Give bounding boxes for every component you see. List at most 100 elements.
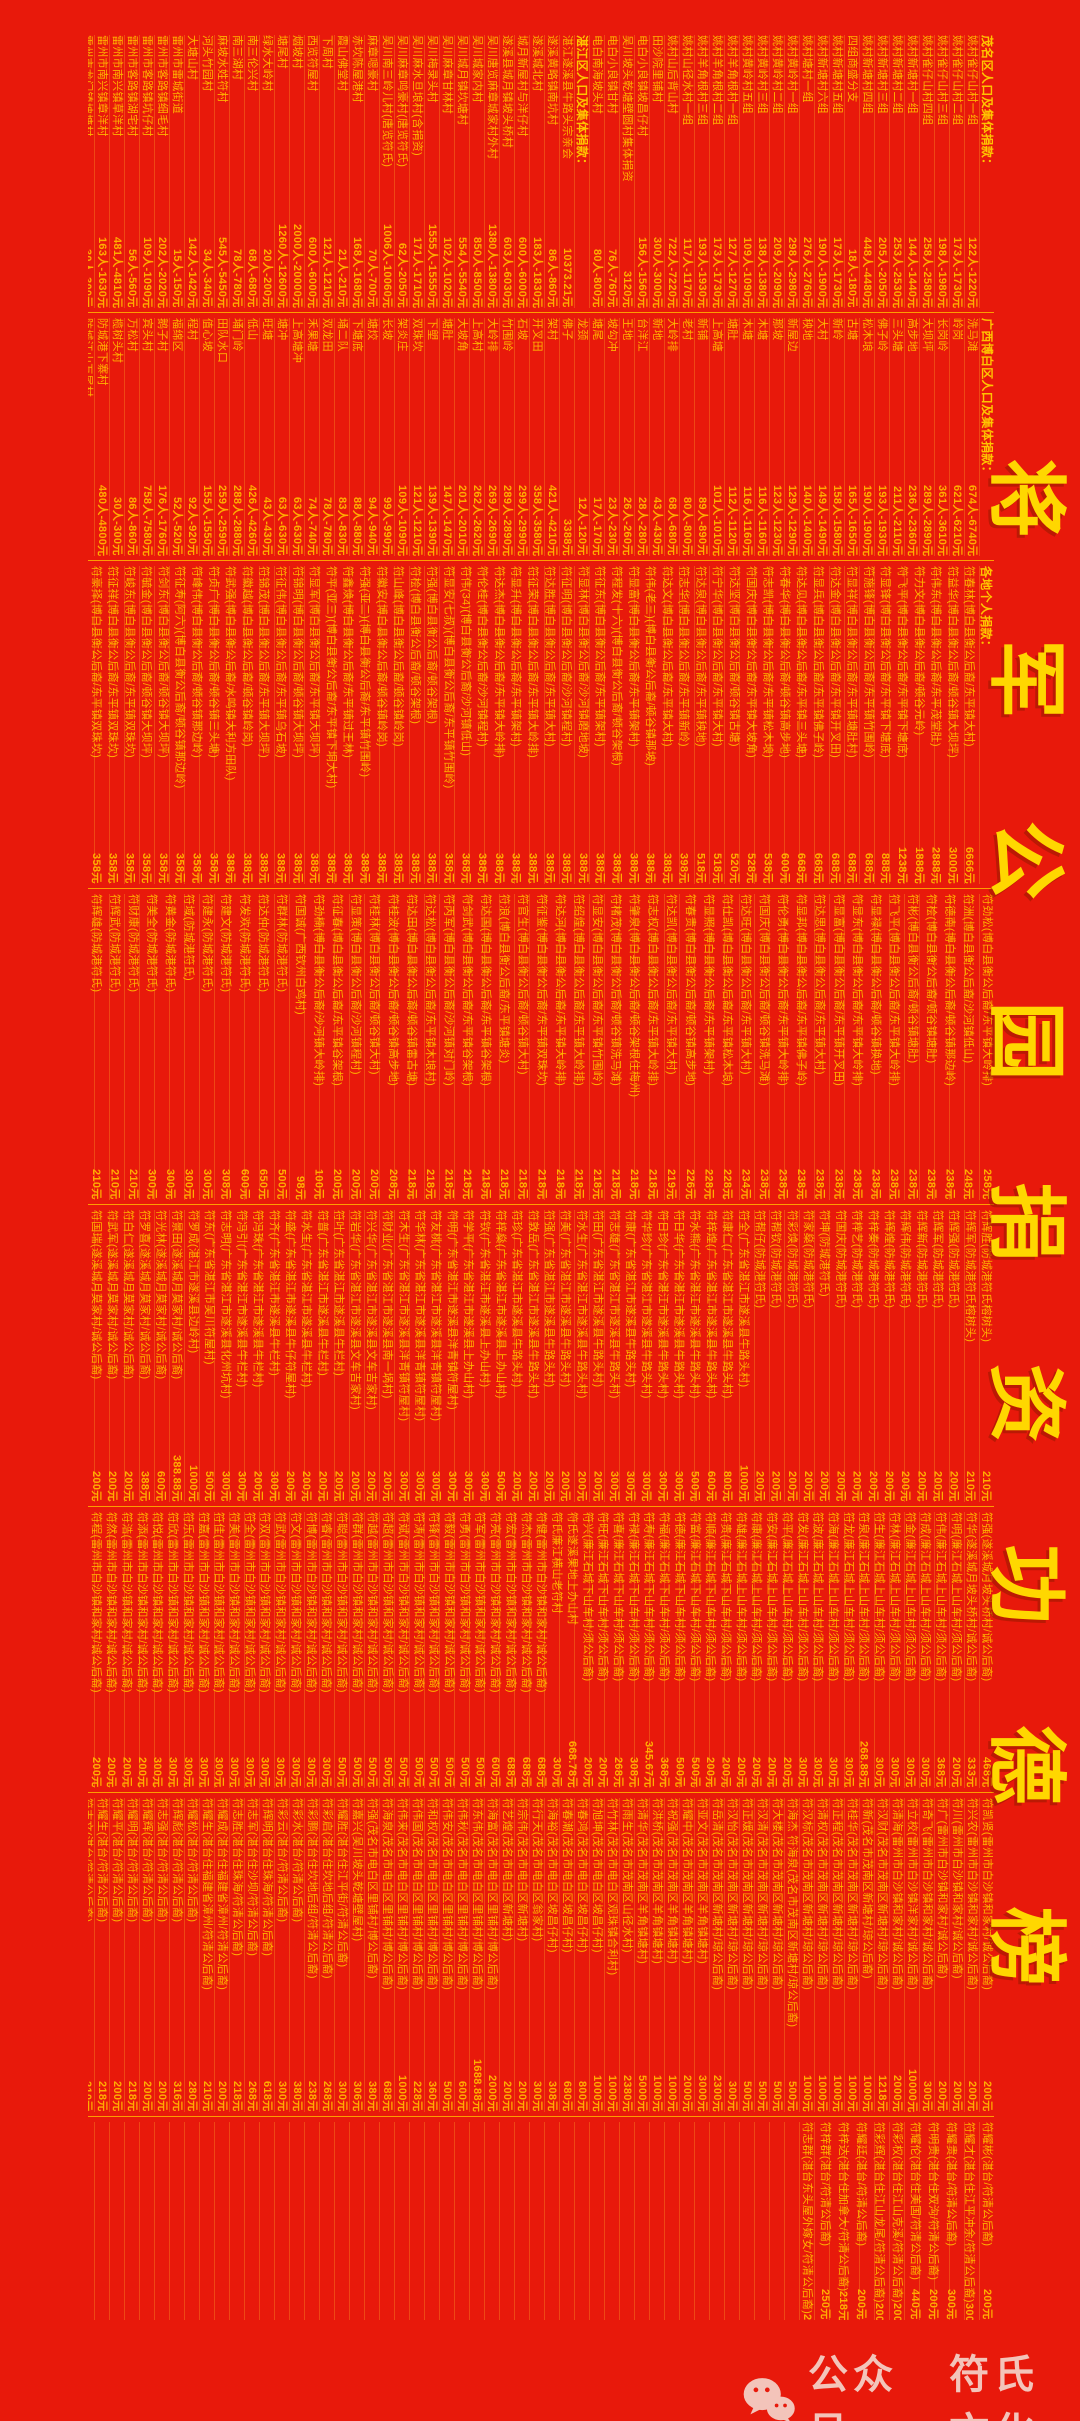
donor-column: 宾头村 758人-7580元 <box>139 318 154 556</box>
donor-column: 符梓秦(防城港符氏) 200元 <box>865 1210 880 1502</box>
donor-column: 符达泉(博白县衡公后裔/东平镇秧地) 518元 <box>693 566 708 884</box>
donor-name: 符伦桂(博白县衡公后裔/沙河镇程村) <box>476 566 489 747</box>
donor-column: 符清海(雷州市白沙镇和家村/诚公后裔) 2000元 <box>889 1798 904 2112</box>
donor-name: 架村 <box>545 318 558 341</box>
donation-amount: 1888元 <box>912 847 925 884</box>
donation-amount: 345.67元 <box>642 1741 655 1788</box>
donation-amount: 388元 <box>408 853 421 884</box>
donor-column: 符广(雷州市白沙镇和家村/诚公后裔) 200元 <box>934 1798 949 2112</box>
donor-name: 符达田(博白县衡公后裔/顿谷镇雷古塘) <box>405 894 418 1087</box>
donor-name: 符寿(廉江石城下山车村/须公后裔) <box>642 1512 655 1682</box>
donor-column: 符叶(广东省湛江市遂溪县牛栏村) 200元 <box>331 1210 346 1502</box>
donor-name: 符耀胜(湛台住江平街/符清公后裔) <box>335 1798 348 1968</box>
donor-name: 绿水大岭村 <box>260 35 273 92</box>
donor-name: 双龙田 <box>320 318 333 352</box>
donor-name: 符家燊(防城港符氏) <box>802 1210 814 1309</box>
donor-column: 上高村 262人-2620元 <box>469 318 484 556</box>
donor-column: 符水熊(广东省湛江市遂溪县牛路头村) 500元 <box>687 1210 702 1502</box>
donor-name: 符汉财(茂名市茂南区新塘村/琼公后裔) <box>875 1798 888 1991</box>
donor-name: 下塱 <box>425 318 438 341</box>
donation-amount: 300元 <box>197 1757 210 1788</box>
donation-amount: 308元 <box>545 2081 558 2112</box>
donor-column: 符桧(博白县衡公后裔/顿谷架根) 388元 <box>407 566 422 884</box>
donation-amount: 500元 <box>688 1471 701 1502</box>
donation-amount: 94人-940元 <box>365 497 378 556</box>
donor-column: 符强(博白县衡公后裔/顿谷架根) 388元 <box>424 566 439 884</box>
donation-amount: 1000元 <box>395 2075 408 2112</box>
donor-column: 符达田(博白县衡公后裔/顿谷镇雷古塘) 218元 <box>404 894 419 1200</box>
donation-amount: 34人-340元 <box>200 249 213 308</box>
donation-amount: 300元 <box>145 1169 158 1200</box>
donation-amount: 200元 <box>500 2081 513 2112</box>
donation-amount: 200元 <box>780 1757 793 1788</box>
donor-name: 符征鉴(博白县衡公后裔/东平镇双珠坎) <box>535 894 548 1087</box>
donor-name: 符达凯(博白县衡公后裔/东平镇大村) <box>665 894 678 1075</box>
donation-band: 各地个人捐款： 符春林(博白县衡公后裔/东平镇大村) 6666元 符益华(博白县衡公后… <box>88 566 994 884</box>
donor-column: 符寿(廉江石城下山车村/须公后裔) 345.67元 <box>641 1512 656 1788</box>
donor-column: 符辉军(防城港符氏) 200元 <box>930 1210 945 1502</box>
donation-amount: 109人-1090元 <box>740 236 753 309</box>
band-separator-line <box>88 1204 994 1205</box>
donor-column: 符明(廉江石城上山车村/须公后裔) 200元 <box>948 1512 963 1788</box>
donation-amount: 500元 <box>458 1757 471 1788</box>
donation-amount: 1000元 <box>590 2075 603 2112</box>
donor-column: 符程(雷州市白沙镇和家村/诚公后裔) 200元 <box>88 1512 103 1788</box>
donor-name: 符奇飞(雷州市白沙镇和家村/诚公后裔) <box>920 1798 933 1991</box>
donation-amount: 202人-2020元 <box>155 236 168 309</box>
donor-name: 木塘 <box>755 318 768 341</box>
donor-column: 符达旺(博白县衡公后裔/东平镇大村) 234元 <box>738 894 753 1200</box>
donation-amount: 358元 <box>106 853 119 884</box>
donor-name: 符辉伟(防城港符氏) <box>899 1210 912 1309</box>
donor-column: 姚村羊角根村三组 193人-1930元 <box>694 35 709 308</box>
donor-name: 符绍煌(博白县衡公后裔/东平镇大岭排) <box>572 894 585 1087</box>
donor-column: 旺塘 43人-430元 <box>259 318 274 556</box>
donor-name: 麻坡水姓符村 <box>215 35 228 103</box>
donation-amount: 688元 <box>504 1757 517 1788</box>
donor-name: 下塘底 <box>350 318 363 352</box>
donor-name: 符耀伦(湛台住美国/符清公后裔) <box>908 2122 921 2281</box>
donation-amount: 300元 <box>530 2081 543 2112</box>
donor-column: 符越(雷州市白沙镇和家村/诚公后裔) 500元 <box>364 1512 379 1788</box>
donation-amount: 300元 <box>640 1471 653 1502</box>
donor-name: 符伟(廉江石城上山车村/须公后裔) <box>934 1512 947 1682</box>
donation-amount: 238元 <box>869 1169 882 1200</box>
donation-amount: 1000元 <box>815 2075 828 2112</box>
donation-amount: 440元 <box>908 2289 921 2320</box>
donor-name: 符康(广东省湛江市遂溪县牛路头村) <box>623 1210 636 1388</box>
donor-name: 符旺(廉江石城下山车村/须公后裔) <box>596 1512 609 1682</box>
donor-name: 符征寿(阿六)(博白县衡公后裔/顿谷镇那边岭) <box>173 566 186 789</box>
donor-column: 符显策(博白县衡公后裔/沙河镇程村) 200元 <box>348 894 363 1200</box>
donor-name: 符伟来(茂名市电白区里铺村/博公后裔) <box>395 1798 408 1991</box>
donor-column: 符旭坤(茂名市电白区坡昌仔村) 1000元 <box>589 1798 604 2112</box>
donor-name: 防城港下寨村 <box>95 318 108 386</box>
donation-amount: 388元 <box>509 853 522 884</box>
donor-name: 符国庆(防城港符氏) <box>834 1210 847 1309</box>
donation-amount: 388元 <box>358 853 371 884</box>
donation-amount: 163人-1630元 <box>95 236 108 309</box>
donation-amount: 3120元 <box>620 271 633 308</box>
donor-name: 符梓秦(防城港符氏) <box>866 1210 879 1309</box>
donor-column: 符艺煌(茂名市电白区新塘村) 200元 <box>499 1798 514 2112</box>
donor-column: 塘肚 112人-1120元 <box>724 318 739 556</box>
donor-name: 符桂波(博白县衡公后裔/顿谷镇高步地) <box>386 894 399 1087</box>
donor-name: 姚村山后背山村 <box>665 35 678 115</box>
donation-amount: 218元 <box>230 2081 243 2112</box>
donation-amount: 200元 <box>802 1471 814 1502</box>
donor-name: 符禄(廉江石城下山车村/须公后裔) <box>627 1512 640 1682</box>
donation-amount: 218元 <box>628 1169 641 1200</box>
donation-amount: 127人-1270元 <box>725 236 738 309</box>
donor-name: 田队水口 <box>215 318 228 364</box>
donor-column: 符耀松(湛台/符清公后裔) 280元 <box>184 1798 199 2112</box>
donor-column: 符耀贵(湛台/符清公后裔) 300元 <box>943 2122 958 2320</box>
donation-amount: 300元 <box>166 1757 179 1788</box>
donor-column: 符征明(博白县衡公后裔/沙河镇程村) 388元 <box>558 566 573 884</box>
donation-amount: 388元 <box>593 853 606 884</box>
donor-name: 坡勾冲 <box>605 318 618 352</box>
donation-amount: 149人-1490元 <box>815 484 828 557</box>
donor-name: 宾头村 <box>140 318 153 352</box>
donor-name: 赤坎陈屋港村 <box>350 35 363 103</box>
donor-name: 符华林(广东省湛江市遂溪县洋青镇符屋村) <box>413 1210 426 1422</box>
donor-column: 符显富(博白县衡公后裔/东平镇开叉田) 238元 <box>831 894 846 1200</box>
donor-column: 姚村雀仔山村二组 173人-1730元 <box>949 35 964 308</box>
donor-column: 符成(廉江石城上山车村/须公后裔) 300元 <box>917 1512 932 1788</box>
